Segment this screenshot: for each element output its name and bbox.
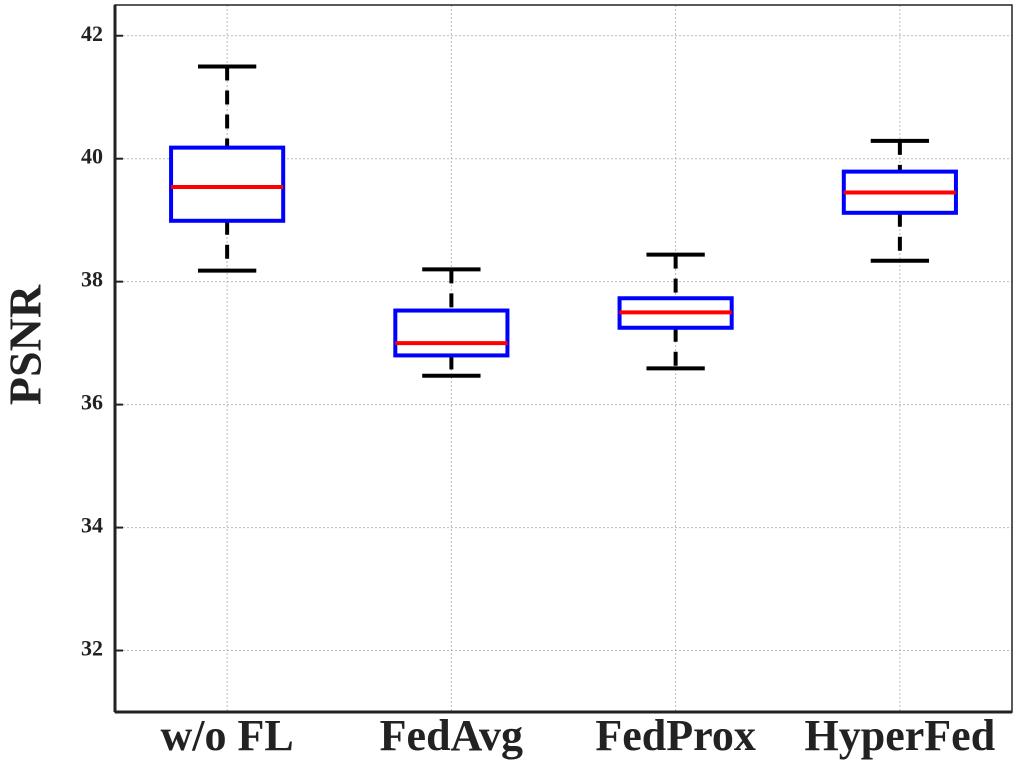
y-tick-label: 38: [81, 267, 103, 292]
y-tick-label: 42: [81, 21, 103, 46]
y-tick-label: 32: [81, 636, 103, 661]
y-tick-label: 36: [81, 390, 103, 415]
y-tick-label: 34: [81, 513, 103, 538]
box: [169, 145, 286, 223]
x-tick-label: HyperFed: [805, 711, 996, 760]
y-axis-label: PSNR: [0, 284, 51, 405]
box: [393, 308, 510, 358]
plot-frame: [114, 4, 1013, 713]
x-tick-label: FedProx: [595, 711, 756, 760]
x-tick-label: FedAvg: [380, 711, 523, 760]
x-tick-label: w/o FL: [161, 711, 294, 760]
y-tick-label: 40: [81, 144, 103, 169]
